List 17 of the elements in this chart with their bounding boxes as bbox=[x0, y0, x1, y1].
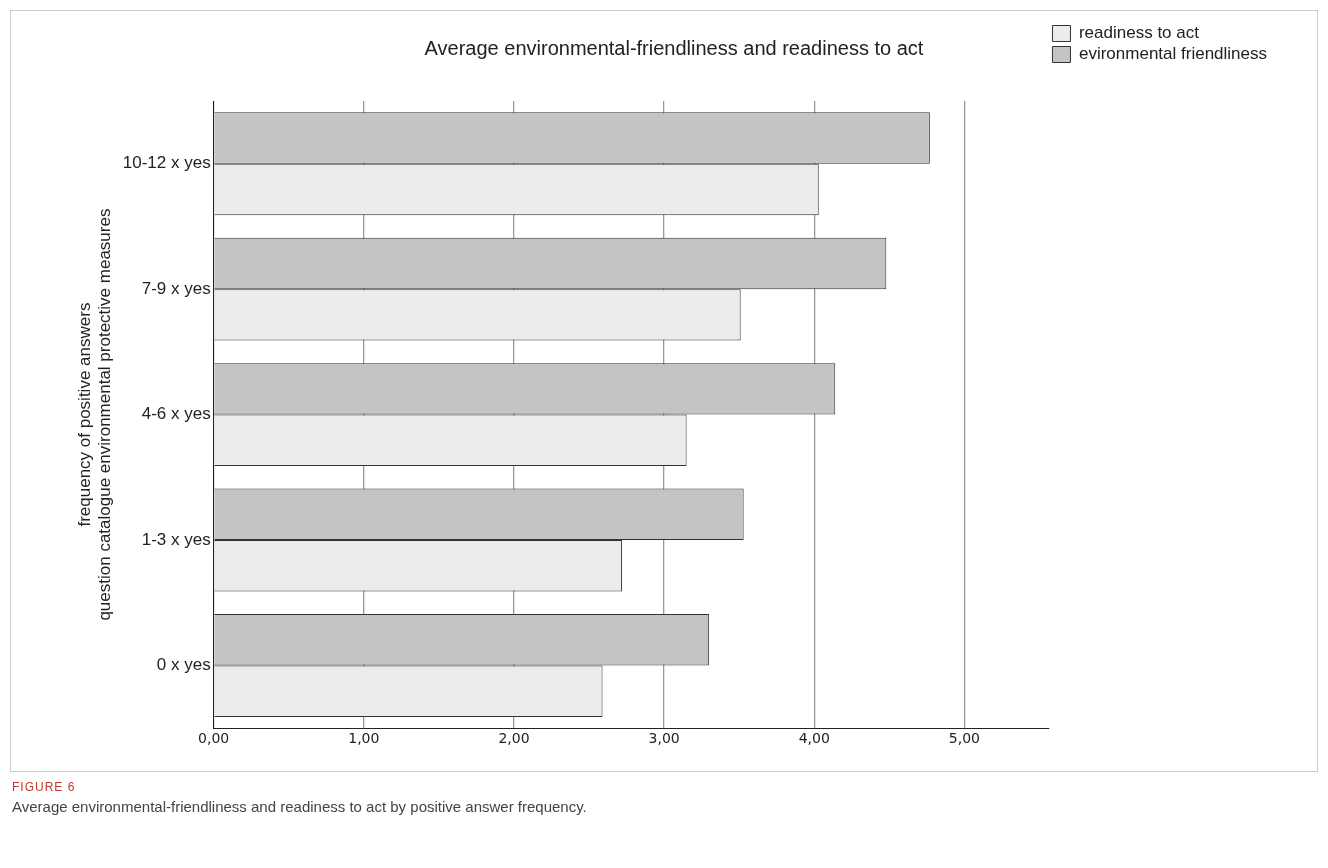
legend-label: readiness to act bbox=[1078, 23, 1200, 43]
text: Average environmental-friendliness and readiness to act by positive answer frequency. bbox=[12, 798, 588, 815]
y-axis-title: frequency of positive answers question catalogue environmental protective measures bbox=[74, 208, 115, 621]
x-tick-label: 0,00 bbox=[198, 730, 230, 747]
x-tick-label: 2,00 bbox=[498, 730, 530, 747]
x-tick-label: 1,00 bbox=[348, 730, 380, 747]
y-tick-label: 0 x yes bbox=[156, 655, 211, 675]
legend-label: evironmental friendliness bbox=[1078, 44, 1268, 64]
x-tick-label: 4,00 bbox=[798, 730, 830, 747]
chart-title: Average environmental-friendliness and readiness to act bbox=[424, 36, 924, 59]
y-tick-label: 10-12 x yes bbox=[122, 153, 211, 173]
y-tick-label: 7-9 x yes bbox=[141, 278, 211, 298]
y-tick-label: 1-3 x yes bbox=[141, 529, 211, 549]
x-tick-label: 3,00 bbox=[648, 730, 680, 747]
x-tick-label: 5,00 bbox=[948, 730, 980, 747]
caption: FIGURE 6 bbox=[12, 780, 77, 794]
y-tick-label: 4-6 x yes bbox=[141, 404, 211, 424]
